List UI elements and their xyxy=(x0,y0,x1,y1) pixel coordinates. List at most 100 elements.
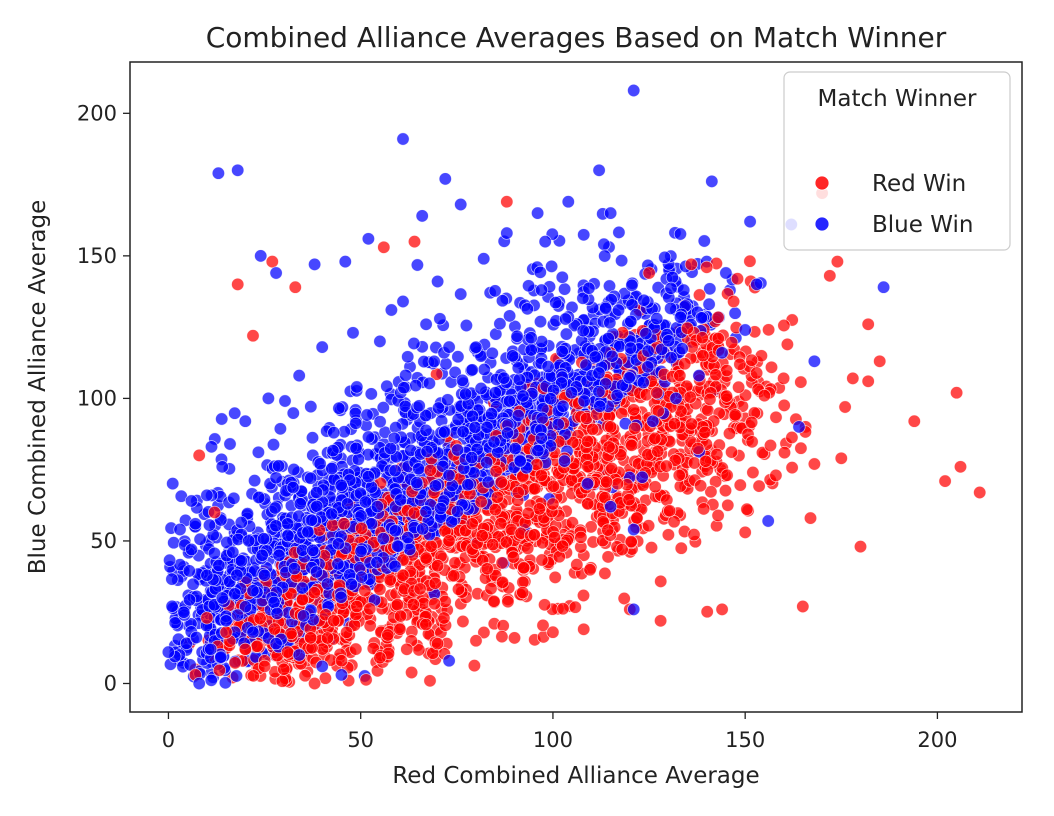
data-point-blue-win xyxy=(702,297,716,311)
legend-title: Match Winner xyxy=(818,86,977,112)
data-point-red-win xyxy=(667,515,681,529)
data-point-red-win xyxy=(627,403,641,417)
data-point-blue-win xyxy=(349,416,363,430)
data-point-red-win xyxy=(437,611,451,625)
data-point-blue-win xyxy=(326,444,340,458)
data-point-red-win xyxy=(487,594,501,608)
data-point-blue-win xyxy=(412,462,426,476)
data-point-red-win xyxy=(528,482,542,496)
data-point-blue-win xyxy=(410,258,424,272)
data-point-blue-win xyxy=(438,425,452,439)
data-point-red-win xyxy=(521,541,535,555)
data-point-blue-win xyxy=(637,293,651,307)
data-point-blue-win xyxy=(308,257,322,271)
data-point-red-win xyxy=(359,673,373,687)
data-point-blue-win xyxy=(355,570,369,584)
data-point-red-win xyxy=(938,474,952,488)
data-point-red-win xyxy=(711,331,725,346)
data-point-blue-win xyxy=(468,420,482,434)
data-point-blue-win xyxy=(622,371,636,385)
data-point-red-win xyxy=(732,380,746,394)
data-point-red-win xyxy=(373,582,387,596)
data-point-red-win xyxy=(500,195,514,209)
data-point-blue-win xyxy=(204,673,218,687)
data-point-blue-win xyxy=(480,455,494,470)
data-point-red-win xyxy=(363,619,377,633)
data-point-red-win xyxy=(762,323,776,337)
data-point-red-win xyxy=(680,321,694,335)
x-axis-title: Red Combined Alliance Average xyxy=(392,763,759,789)
data-point-red-win xyxy=(546,479,561,493)
data-point-red-win xyxy=(660,493,674,507)
data-point-red-win xyxy=(953,460,968,474)
data-point-blue-win xyxy=(200,568,214,582)
data-point-blue-win xyxy=(394,493,408,507)
data-point-red-win xyxy=(288,280,302,294)
data-point-blue-win xyxy=(215,460,229,474)
data-point-blue-win xyxy=(488,386,502,400)
data-point-red-win xyxy=(546,625,560,639)
data-point-blue-win xyxy=(358,495,372,509)
data-point-red-win xyxy=(456,614,470,629)
data-point-red-win xyxy=(581,460,595,474)
data-point-red-win xyxy=(695,331,709,345)
data-point-red-win xyxy=(701,403,715,417)
data-point-blue-win xyxy=(675,342,689,356)
data-point-blue-win xyxy=(454,287,468,301)
data-point-blue-win xyxy=(669,391,683,405)
data-point-blue-win xyxy=(508,442,522,456)
data-point-blue-win xyxy=(664,281,678,295)
data-point-blue-win xyxy=(503,309,517,323)
data-point-blue-win xyxy=(635,470,649,484)
data-point-red-win xyxy=(258,659,272,673)
data-point-blue-win xyxy=(431,401,446,415)
data-point-blue-win xyxy=(204,642,218,656)
data-point-red-win xyxy=(200,611,214,625)
data-point-red-win xyxy=(648,480,662,494)
data-point-red-win xyxy=(700,605,714,619)
data-point-red-win xyxy=(327,614,341,628)
data-point-blue-win xyxy=(469,340,483,354)
data-point-red-win xyxy=(721,498,735,512)
data-point-red-win xyxy=(615,542,629,557)
data-point-red-win xyxy=(604,420,618,434)
data-point-blue-win xyxy=(315,340,329,354)
data-point-blue-win xyxy=(165,572,179,586)
data-point-blue-win xyxy=(545,259,559,273)
data-point-blue-win xyxy=(193,532,207,546)
data-point-blue-win xyxy=(361,430,376,444)
data-point-blue-win xyxy=(286,480,300,495)
data-point-blue-win xyxy=(364,387,378,401)
data-point-red-win xyxy=(740,502,754,516)
data-point-blue-win xyxy=(454,197,468,212)
data-point-blue-win xyxy=(373,415,387,429)
data-point-red-win xyxy=(538,598,552,612)
data-point-blue-win xyxy=(351,452,365,466)
data-point-blue-win xyxy=(658,250,672,264)
data-point-red-win xyxy=(838,400,852,414)
data-point-blue-win xyxy=(354,544,368,558)
data-point-blue-win xyxy=(792,420,806,434)
data-point-red-win xyxy=(577,622,591,636)
data-point-red-win xyxy=(694,479,708,493)
data-point-red-win xyxy=(406,597,420,612)
data-point-red-win xyxy=(304,631,318,645)
data-point-red-win xyxy=(745,435,759,449)
data-point-blue-win xyxy=(163,553,177,567)
data-point-blue-win xyxy=(313,457,327,471)
data-point-red-win xyxy=(277,662,291,676)
data-point-blue-win xyxy=(612,225,626,239)
data-point-red-win xyxy=(683,390,697,404)
data-point-red-win xyxy=(394,609,408,623)
data-point-blue-win xyxy=(219,614,233,628)
data-point-red-win xyxy=(873,354,887,368)
data-point-blue-win xyxy=(267,595,281,609)
data-point-red-win xyxy=(642,519,656,533)
data-point-red-win xyxy=(381,628,395,642)
data-point-blue-win xyxy=(561,195,575,209)
data-point-red-win xyxy=(535,553,549,567)
data-point-blue-win xyxy=(278,394,292,408)
data-point-red-win xyxy=(307,586,321,600)
data-point-blue-win xyxy=(212,558,226,573)
data-point-red-win xyxy=(534,468,548,482)
